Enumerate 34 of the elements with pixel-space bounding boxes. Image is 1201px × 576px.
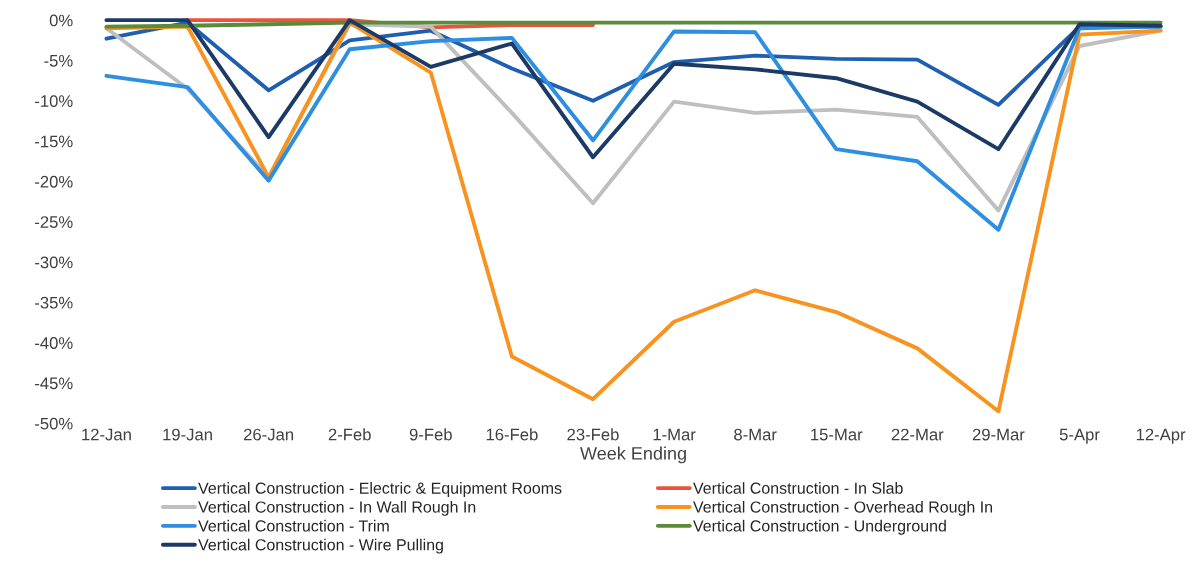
y-tick-label: -20% [35, 175, 73, 188]
y-tick-label: -45% [35, 377, 73, 390]
x-tick-label: 2-Feb [328, 428, 371, 441]
y-tick-label: -35% [35, 296, 73, 309]
legend-label: Vertical Construction - In Wall Rough In [198, 500, 476, 516]
x-tick-label: 23-Feb [567, 428, 619, 441]
x-tick-label: 5-Apr [1059, 428, 1100, 444]
y-tick-label: -50% [35, 417, 73, 430]
y-tick-label: -15% [35, 135, 73, 148]
x-tick-label: 9-Feb [409, 428, 452, 441]
y-tick-label: -25% [35, 216, 73, 228]
x-tick-label: 8-Mar [734, 428, 777, 441]
x-tick-label: 1-Mar [653, 428, 696, 441]
legend-label: Vertical Construction - Trim [198, 519, 389, 532]
legend-label: Vertical Construction - Underground [693, 519, 946, 535]
legend-label: Vertical Construction - In Slab [693, 482, 903, 494]
x-tick-label: 26-Jan [243, 428, 294, 441]
y-tick-label: -5% [44, 54, 73, 67]
legend-label: Vertical Construction - Electric & Equipment Rooms [198, 482, 562, 497]
x-tick-label: 29-Mar [972, 428, 1025, 441]
y-tick-label: -40% [35, 337, 73, 349]
x-tick-label: 22-Mar [891, 428, 944, 441]
legend-label: Vertical Construction - Wire Pulling [198, 538, 443, 554]
x-axis-title: Week Ending [580, 446, 686, 464]
x-tick-label: 19-Jan [163, 428, 212, 441]
legend-label: Vertical Construction - Overhead Rough In [693, 500, 993, 516]
y-tick-label: 0% [49, 14, 73, 27]
x-tick-label: 16-Feb [486, 428, 538, 441]
y-tick-label: -30% [35, 256, 73, 269]
x-tick-label: 12-Apr [1136, 428, 1186, 444]
x-tick-label: 15-Mar [811, 428, 863, 441]
y-tick-label: -10% [35, 95, 73, 107]
line-series [104, 18, 1163, 160]
x-tick-label: 12-Jan [82, 428, 131, 441]
